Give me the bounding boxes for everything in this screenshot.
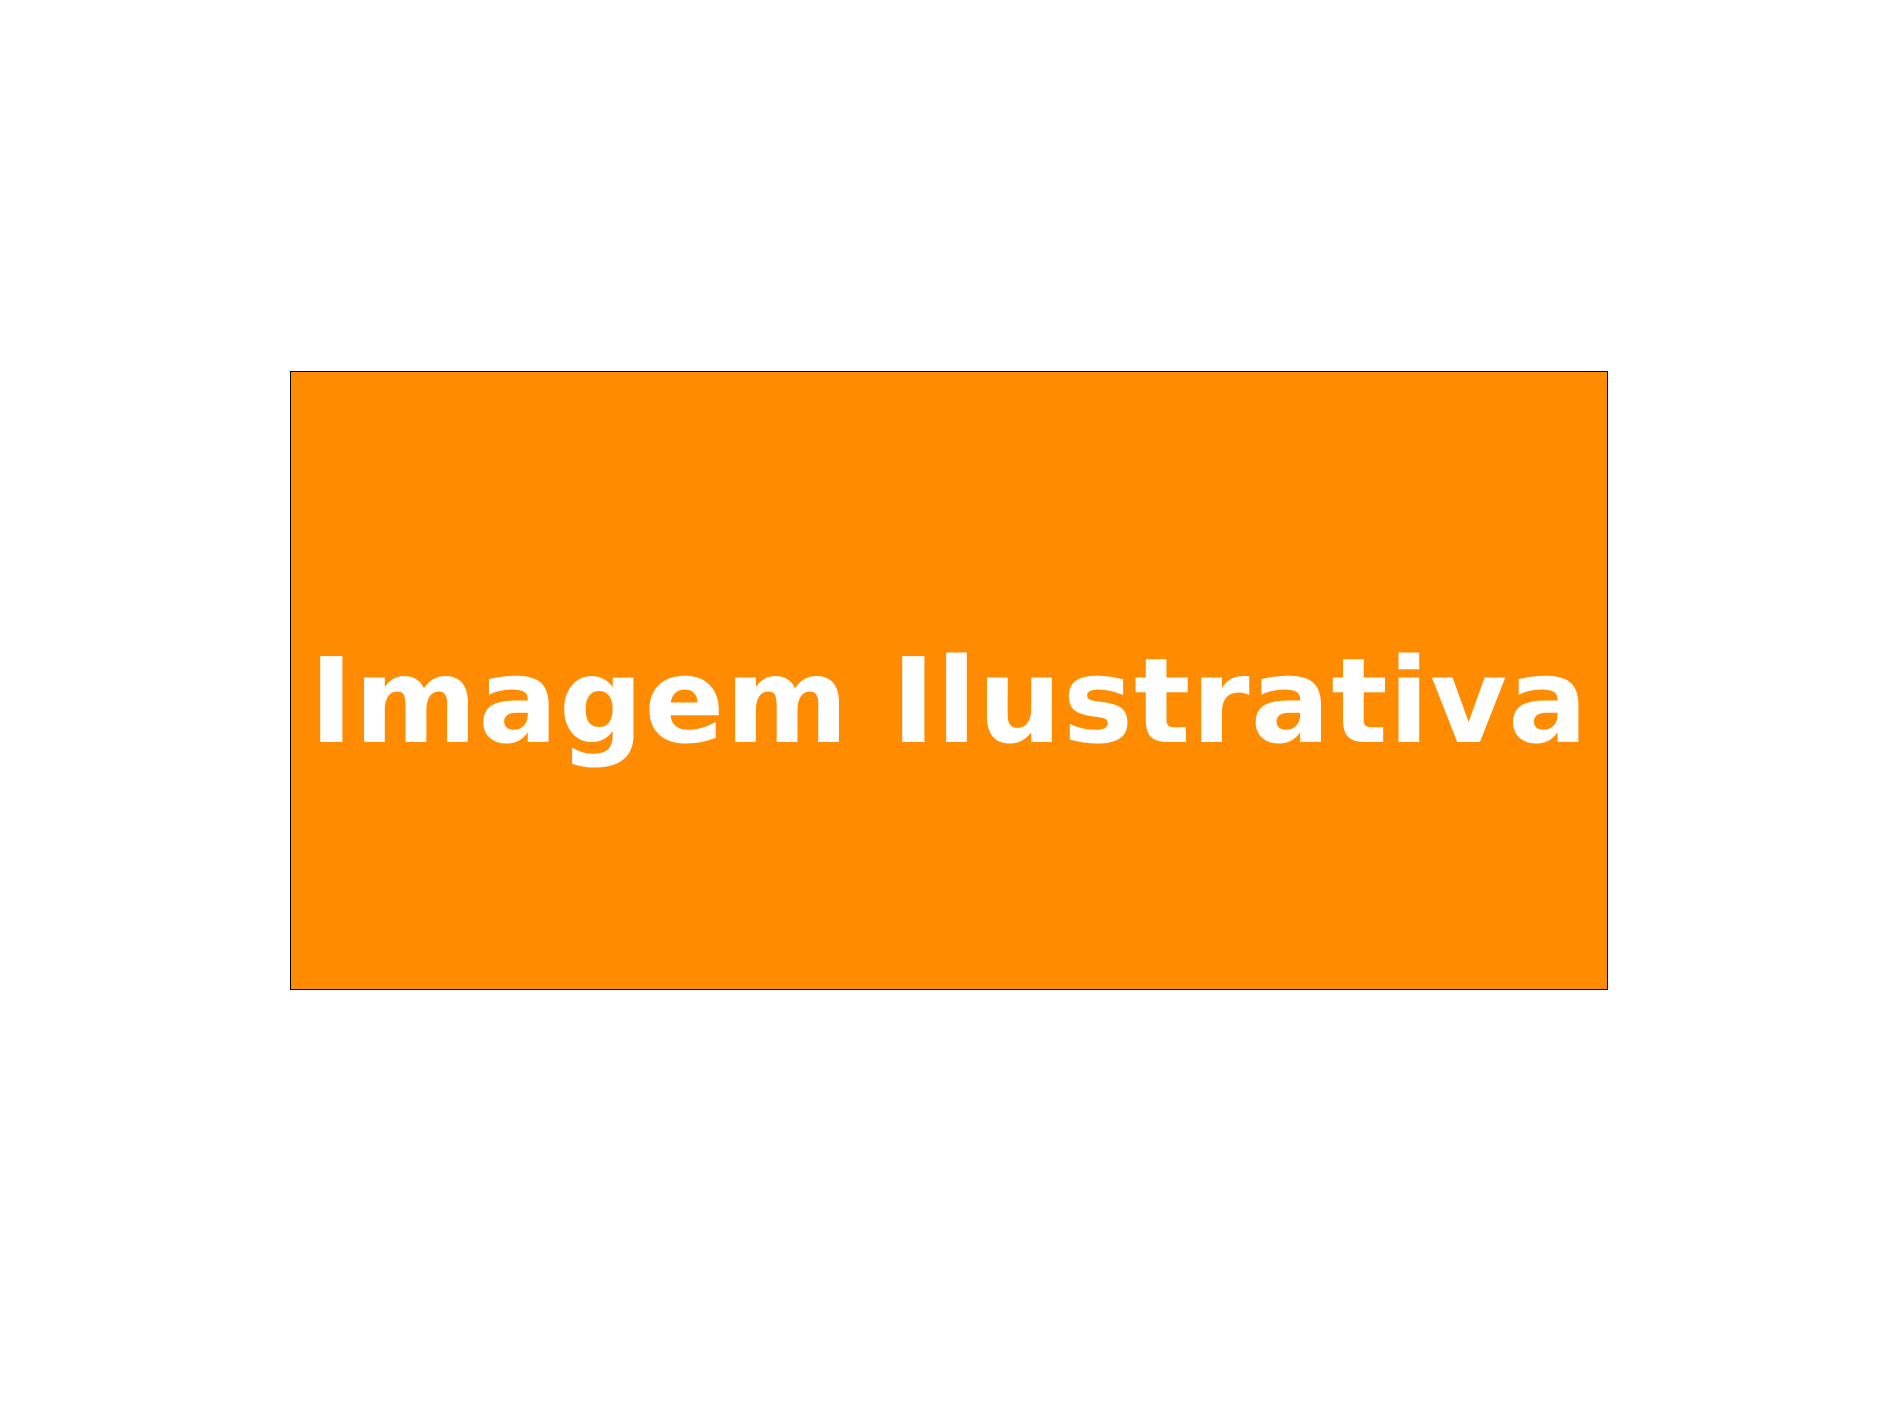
placeholder-label: Imagem Ilustrativa [309, 632, 1588, 770]
illustrative-image-placeholder: Imagem Ilustrativa [290, 371, 1608, 990]
